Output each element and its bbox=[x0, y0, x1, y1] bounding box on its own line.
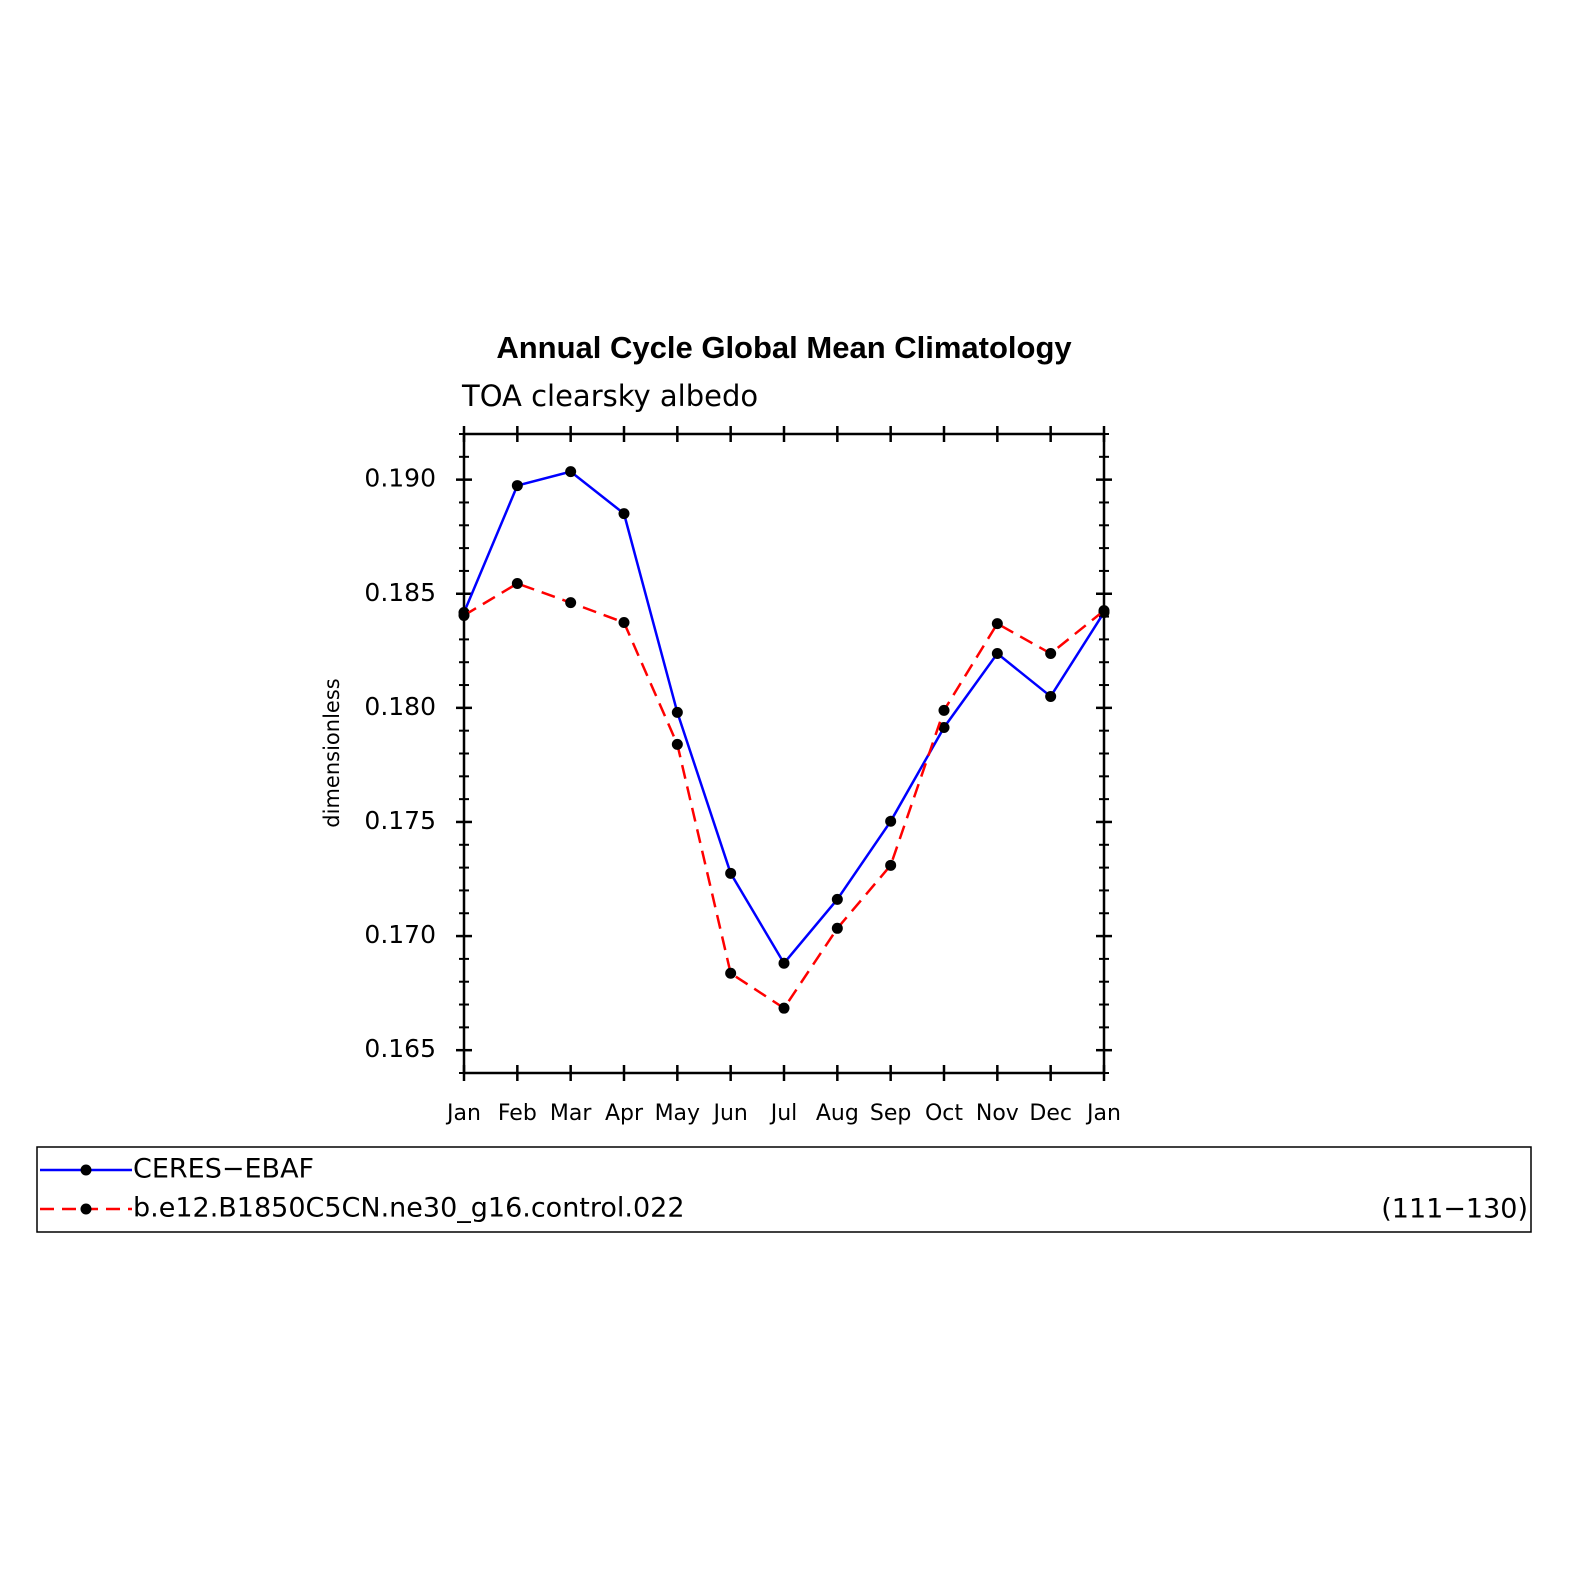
x-tick-label: Apr bbox=[605, 1101, 644, 1126]
data-point bbox=[671, 706, 683, 718]
legend-box bbox=[36, 1146, 1532, 1233]
x-tick-label: Dec bbox=[1029, 1101, 1072, 1126]
x-tick-label: Jan bbox=[445, 1101, 481, 1126]
y-tick-label: 0.180 bbox=[364, 692, 436, 721]
data-point bbox=[618, 617, 630, 629]
series-line bbox=[462, 470, 1106, 966]
x-tick-label: Aug bbox=[816, 1101, 859, 1126]
x-tick-label: Jun bbox=[711, 1101, 747, 1126]
data-point bbox=[1045, 648, 1057, 660]
x-tick-label: Mar bbox=[550, 1101, 592, 1126]
data-point bbox=[511, 577, 523, 589]
legend-label: b.e12.B1850C5CN.ne30_g16.control.022 bbox=[133, 1193, 685, 1224]
data-point bbox=[991, 618, 1003, 630]
data-point bbox=[831, 922, 843, 934]
data-point bbox=[991, 648, 1003, 660]
data-point bbox=[1045, 690, 1057, 702]
data-point bbox=[618, 508, 630, 520]
y-tick-label: 0.185 bbox=[364, 578, 436, 607]
data-point bbox=[1098, 605, 1110, 617]
annotation: (111−130) bbox=[1381, 1194, 1528, 1225]
data-point bbox=[938, 721, 950, 733]
x-tick-label: Feb bbox=[498, 1101, 537, 1126]
x-tick-label: Oct bbox=[925, 1101, 963, 1126]
data-point bbox=[671, 738, 683, 750]
chart-title: Annual Cycle Global Mean Climatology bbox=[496, 330, 1072, 365]
data-point bbox=[511, 480, 523, 492]
data-point bbox=[778, 1002, 790, 1014]
data-point bbox=[565, 597, 577, 609]
legend-marker bbox=[80, 1164, 92, 1176]
y-tick-label: 0.190 bbox=[364, 464, 436, 493]
data-point bbox=[831, 893, 843, 905]
x-tick-label: Jul bbox=[769, 1101, 798, 1126]
data-point bbox=[885, 859, 897, 871]
x-tick-label: Jan bbox=[1085, 1101, 1121, 1126]
y-tick-label: 0.175 bbox=[364, 806, 436, 835]
data-point bbox=[725, 867, 737, 879]
chart-subtitle: TOA clearsky albedo bbox=[461, 379, 758, 413]
x-tick-label: Sep bbox=[870, 1101, 911, 1126]
legend-label: CERES−EBAF bbox=[133, 1154, 314, 1185]
legend-marker bbox=[80, 1203, 92, 1215]
plot-frame bbox=[462, 432, 1106, 1075]
y-axis-label: dimensionless bbox=[320, 678, 344, 827]
y-tick-label: 0.170 bbox=[364, 920, 436, 949]
data-point bbox=[885, 815, 897, 827]
data-point bbox=[938, 704, 950, 716]
series-line bbox=[463, 582, 1105, 1010]
x-tick-label: Nov bbox=[976, 1101, 1019, 1126]
data-point bbox=[725, 967, 737, 979]
x-tick-label: May bbox=[655, 1101, 700, 1126]
data-point bbox=[565, 466, 577, 478]
data-point bbox=[458, 609, 470, 621]
data-point bbox=[778, 957, 790, 969]
y-tick-label: 0.165 bbox=[364, 1034, 436, 1063]
